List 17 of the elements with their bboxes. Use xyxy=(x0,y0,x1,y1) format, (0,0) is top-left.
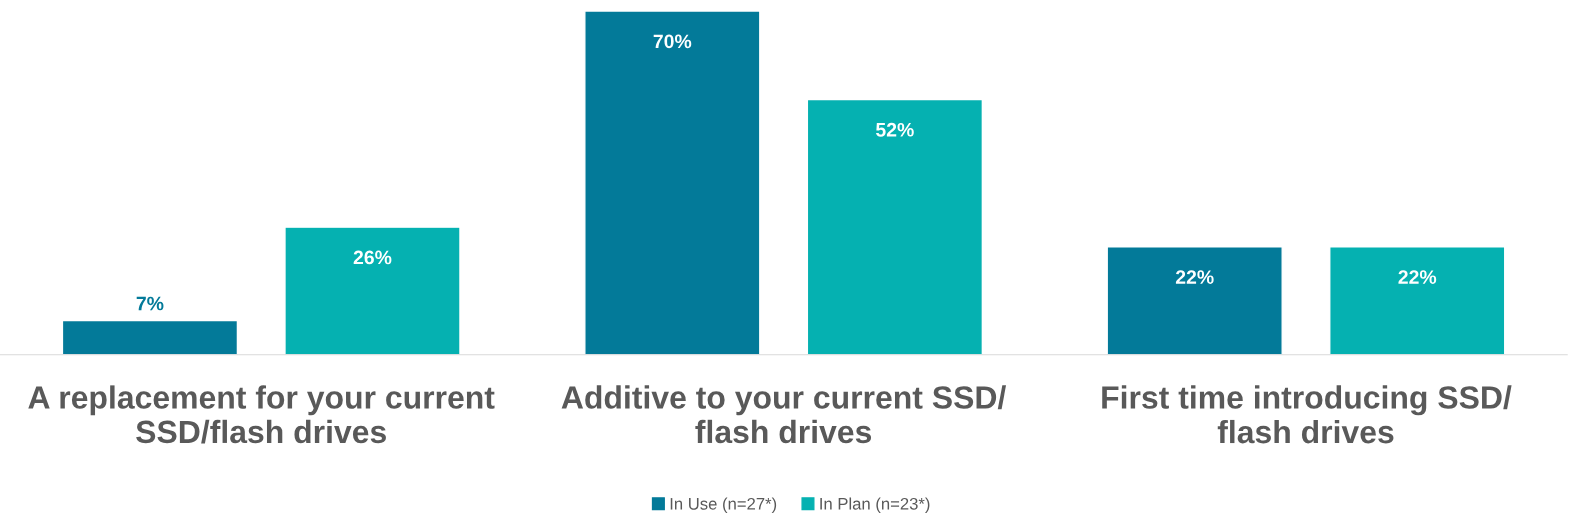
x-tick-label: A replacement for your current SSD/flash drives xyxy=(28,385,495,444)
bar xyxy=(584,11,761,355)
data-label: 26% xyxy=(353,250,392,265)
x-tick-label: Additive to your current SSD/ flash drives xyxy=(561,385,1007,444)
bar xyxy=(1329,246,1506,355)
x-tick-label: First time introducing SSD/ flash drives xyxy=(1102,385,1512,444)
bar xyxy=(284,226,461,355)
data-label: 7% xyxy=(136,296,164,311)
legend-label: In Plan (n=23*) xyxy=(820,497,930,513)
data-label: 22% xyxy=(1175,270,1214,284)
data-label: 70% xyxy=(653,34,692,49)
bar xyxy=(61,319,239,355)
legend-label: In Use (n=27*) xyxy=(670,497,777,513)
bar xyxy=(1106,246,1283,355)
bar xyxy=(806,98,984,355)
data-label: 52% xyxy=(875,122,914,137)
data-label: 22% xyxy=(1398,270,1437,284)
